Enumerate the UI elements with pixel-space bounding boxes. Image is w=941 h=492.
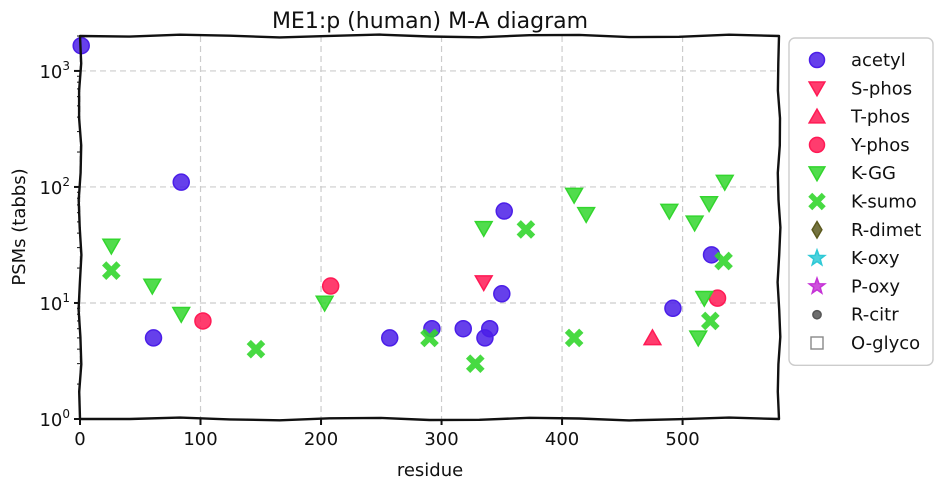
data-point-acetyl <box>380 329 399 347</box>
data-point-acetyl <box>664 299 682 318</box>
legend-marker-t-phos <box>807 107 827 124</box>
data-point-y-phos <box>194 312 212 330</box>
data-point-k-gg <box>715 174 735 192</box>
legend-label: P-oxy <box>851 276 900 297</box>
x-tick-label: 200 <box>304 429 338 450</box>
legend-label: R-citr <box>851 305 899 326</box>
y-axis-label: PSMs (tabbs) <box>9 168 30 285</box>
grid <box>79 36 779 419</box>
data-point-k-gg <box>659 203 680 221</box>
data-point-y-phos <box>321 277 340 295</box>
data-point-acetyl <box>172 173 190 191</box>
legend-marker-p-oxy <box>807 275 827 295</box>
legend-label: S-phos <box>851 78 912 99</box>
data-point-acetyl <box>481 319 499 338</box>
data-point-k-sumo <box>714 251 733 271</box>
data-point-k-sumo <box>102 261 121 280</box>
y-tick-label: 102 <box>39 175 70 199</box>
plot-frame <box>77 33 782 422</box>
data-point-k-sumo <box>465 354 485 373</box>
legend-label: K-sumo <box>851 192 917 213</box>
data-point-acetyl <box>493 285 511 303</box>
data-point-acetyl <box>144 329 163 347</box>
legend-marker-s-phos <box>807 81 827 98</box>
plot-border <box>77 33 782 422</box>
data-point-k-gg <box>564 187 584 205</box>
legend-label: K-oxy <box>851 248 900 269</box>
x-tick-label: 0 <box>74 429 85 450</box>
x-tick-label: 400 <box>545 429 579 450</box>
x-tick-label: 300 <box>424 429 458 450</box>
legend-label: K-GG <box>851 163 896 184</box>
legend-marker-r-dimet <box>811 220 823 240</box>
x-axis-label: residue <box>397 460 463 481</box>
data-point-k-sumo <box>420 328 439 348</box>
data-point-k-gg <box>101 238 122 256</box>
data-point-acetyl <box>495 202 513 220</box>
data-point-k-gg <box>684 215 705 233</box>
x-tick-label: 100 <box>183 429 217 450</box>
legend-marker-y-phos <box>808 136 826 154</box>
data-point-s-phos <box>474 275 494 293</box>
legend-label: acetyl <box>851 50 906 71</box>
legend-marker-acetyl <box>808 51 826 69</box>
data-point-k-sumo <box>700 311 720 331</box>
legend-label: O-glyco <box>851 333 920 354</box>
legend-marker-o-glyco <box>810 336 824 350</box>
data-point-t-phos <box>642 328 663 346</box>
y-tick-label: 101 <box>39 291 70 315</box>
legend: acetyl S-phos T-phos Y-phos K-GG K-sumo R-dime… <box>788 37 934 366</box>
legend-label: T-phos <box>850 107 910 128</box>
y-tick-label: 100 <box>39 407 70 431</box>
data-point-k-sumo <box>246 339 266 359</box>
legend-marker-r-citr <box>812 309 822 320</box>
legend-marker-k-sumo <box>808 192 826 211</box>
legend-label: R-dimet <box>851 220 921 241</box>
data-points <box>72 36 735 373</box>
data-point-k-gg <box>142 278 163 296</box>
data-point-k-gg <box>694 290 714 308</box>
data-point-k-gg <box>474 220 494 238</box>
x-tick-label: 500 <box>665 429 699 450</box>
legend-marker-k-oxy <box>807 247 827 267</box>
data-point-k-sumo <box>516 220 536 239</box>
chart-title: ME1:p (human) M-A diagram <box>272 9 588 34</box>
data-point-k-gg <box>699 196 719 213</box>
legend-label: Y-phos <box>850 135 910 156</box>
data-point-k-gg <box>314 295 335 313</box>
y-tick-label: 103 <box>39 59 70 83</box>
data-point-k-gg <box>688 330 708 348</box>
data-point-k-gg <box>576 206 596 224</box>
data-point-k-gg <box>171 306 191 324</box>
data-point-k-sumo <box>564 328 584 348</box>
data-point-acetyl <box>454 319 472 338</box>
legend-marker-k-gg <box>807 166 827 183</box>
